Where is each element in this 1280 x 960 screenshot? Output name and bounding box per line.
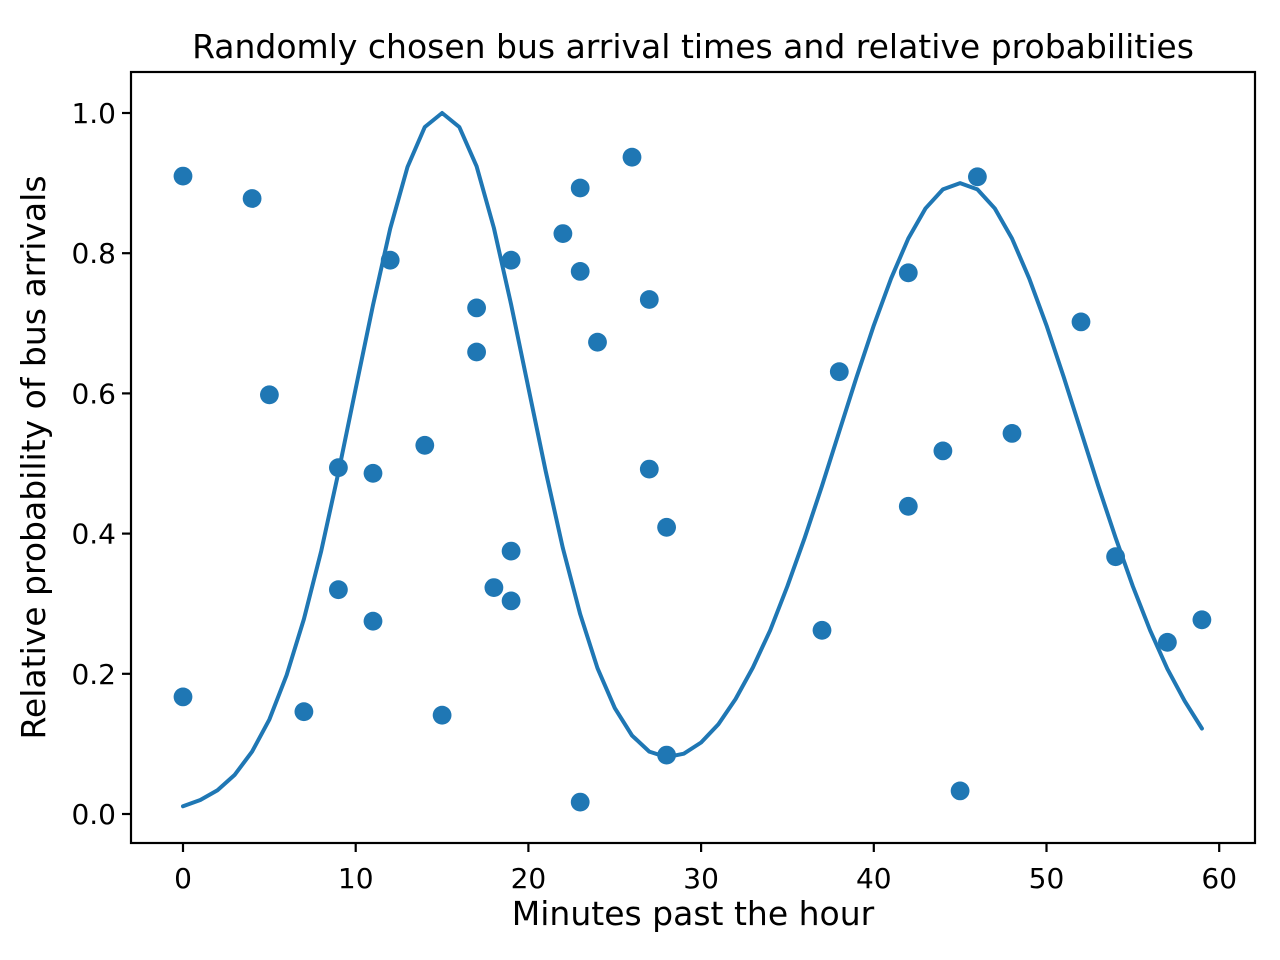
y-tick-label: 0.0 — [71, 798, 116, 831]
scatter-point — [363, 463, 383, 483]
x-axis-label: Minutes past the hour — [512, 894, 875, 933]
scatter-point — [173, 166, 193, 186]
scatter-point — [657, 517, 676, 537]
scatter-point — [1071, 312, 1091, 332]
scatter-points-layer — [173, 147, 1212, 812]
scatter-point — [260, 385, 279, 405]
scatter-point — [622, 147, 642, 167]
scatter-point — [1002, 424, 1022, 443]
y-tick-label: 0.6 — [71, 377, 116, 410]
scatter-point — [570, 262, 590, 281]
scatter-point — [1192, 610, 1212, 630]
scatter-point — [380, 250, 400, 270]
scatter-point — [657, 745, 676, 765]
scatter-point — [588, 332, 607, 352]
x-tick-label: 40 — [856, 862, 892, 895]
scatter-point — [570, 178, 590, 198]
x-tick-label: 0 — [174, 862, 192, 895]
y-tick-label: 0.2 — [71, 658, 116, 691]
scatter-point — [639, 459, 659, 479]
chart-title: Randomly chosen bus arrival times and re… — [192, 27, 1194, 66]
scatter-point — [329, 580, 348, 600]
y-tick-label: 1.0 — [71, 97, 116, 130]
probability-curve-layer — [181, 111, 1204, 809]
scatter-point — [950, 781, 970, 801]
scatter-point — [467, 342, 486, 362]
scatter-point — [1158, 632, 1177, 652]
scatter-point — [898, 263, 918, 283]
scatter-point — [501, 250, 521, 270]
x-tick-label: 10 — [338, 862, 374, 895]
scatter-point — [812, 620, 832, 640]
scatter-point — [484, 578, 504, 597]
x-axis-ticks: 0 10 20 30 40 50 60 — [174, 843, 1237, 895]
y-axis-label: Relative probability of bus arrivals — [14, 175, 53, 739]
y-axis-ticks: 0.0 0.2 0.4 0.6 0.8 1.0 — [71, 97, 131, 831]
scatter-point — [553, 224, 573, 244]
x-tick-label: 20 — [511, 862, 547, 895]
scatter-point — [639, 290, 659, 309]
scatter-point — [570, 792, 590, 812]
scatter-point — [501, 541, 521, 561]
scatter-point — [933, 441, 953, 461]
scatter-point — [501, 591, 521, 611]
x-tick-label: 50 — [1029, 862, 1065, 895]
scatter-point — [432, 705, 452, 725]
y-tick-label: 0.8 — [71, 237, 116, 270]
relative-probability-curve — [181, 111, 1204, 809]
scatter-point — [294, 702, 314, 722]
scatter-point — [173, 687, 193, 707]
scatter-point — [415, 435, 435, 455]
scatter-point — [898, 496, 918, 516]
scatter-point — [329, 458, 348, 478]
scatter-point — [363, 611, 383, 631]
x-tick-label: 60 — [1201, 862, 1237, 895]
x-tick-label: 30 — [683, 862, 719, 895]
plot-border — [129, 70, 1257, 845]
scatter-point — [242, 189, 262, 208]
scatter-point — [829, 362, 849, 382]
y-tick-label: 0.4 — [71, 518, 116, 551]
scatter-point — [1106, 547, 1125, 567]
scatter-point — [968, 167, 987, 187]
scatter-point — [467, 298, 486, 318]
